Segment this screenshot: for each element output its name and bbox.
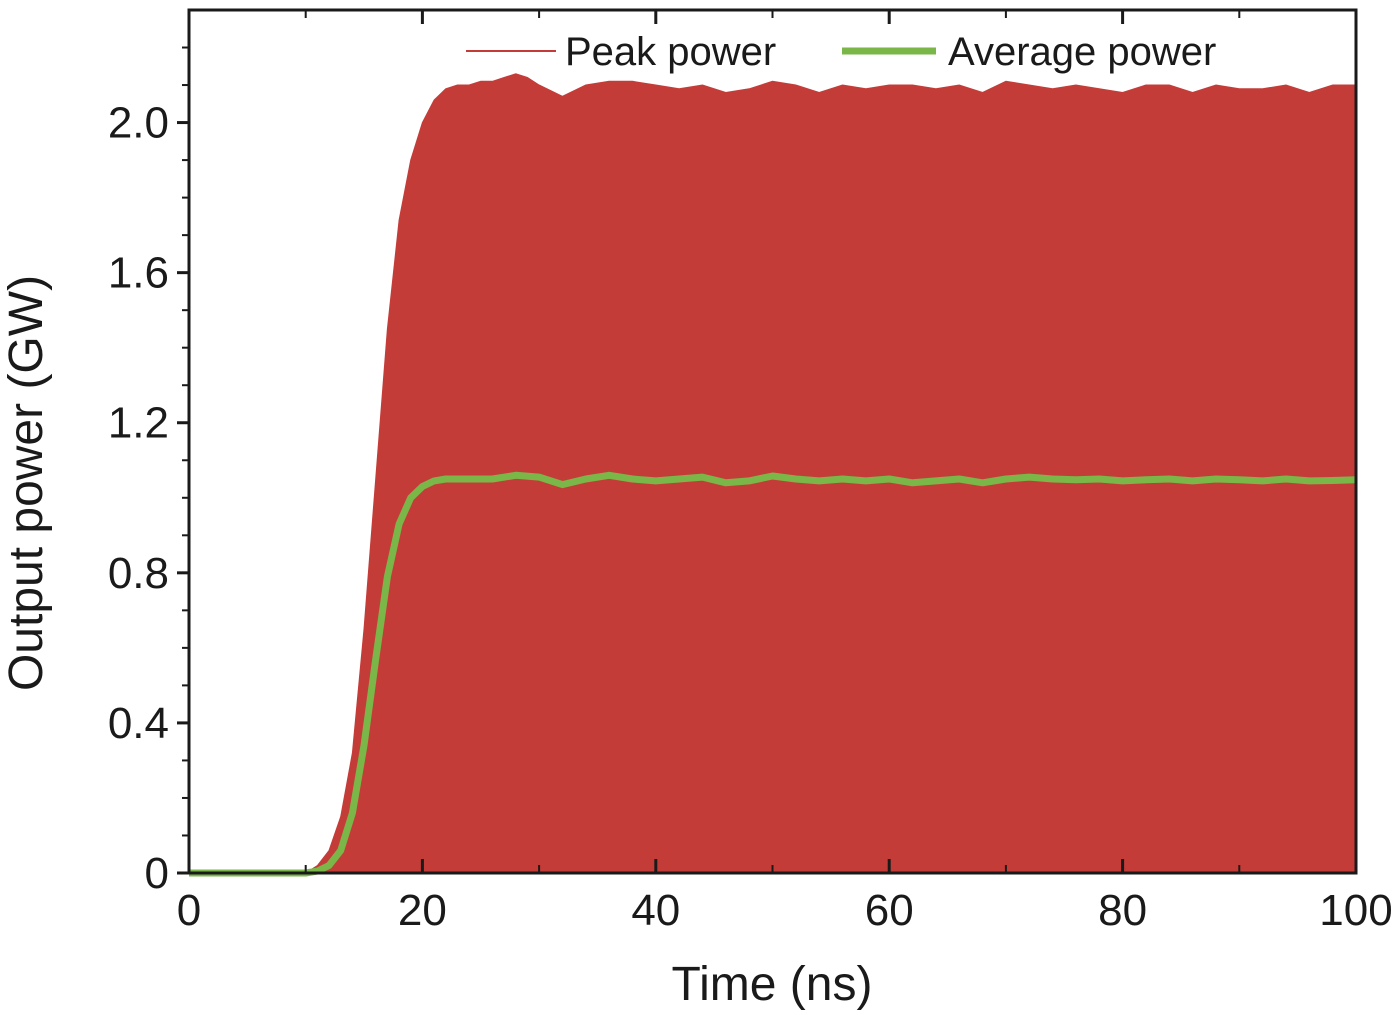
- plot-area: [189, 73, 1357, 877]
- y-tick-label: 1.2: [108, 399, 169, 448]
- x-tick-label: 40: [631, 886, 680, 935]
- legend: Peak power Average power: [466, 30, 1216, 74]
- y-tick-label: 1.6: [108, 249, 169, 298]
- x-tick-label: 60: [865, 886, 914, 935]
- y-tick-label: 0: [145, 849, 169, 898]
- legend-label-average-power: Average power: [948, 30, 1216, 74]
- x-tick-label: 80: [1098, 886, 1147, 935]
- x-tick-label: 0: [177, 886, 201, 935]
- x-tick-label: 100: [1319, 886, 1392, 935]
- y-tick-label: 0.4: [108, 699, 169, 748]
- legend-label-peak-power: Peak power: [565, 30, 776, 74]
- x-axis-title: Time (ns): [672, 958, 873, 1011]
- y-tick-label: 2.0: [108, 99, 169, 148]
- axes: 0 20 40 60 80 100 0 0.4 0.8 1.2 1.6 2.0: [108, 8, 1393, 935]
- y-axis-title: Output power (GW): [0, 275, 53, 691]
- series-average-power: [189, 471, 1357, 877]
- y-tick-label: 0.8: [108, 549, 169, 598]
- x-tick-label: 20: [398, 886, 447, 935]
